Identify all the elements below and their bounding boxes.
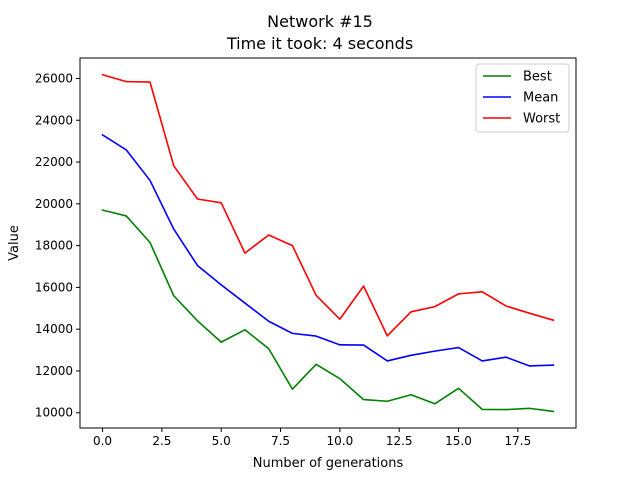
series-line-best [101, 209, 555, 413]
y-tick-label: 24000 [35, 113, 73, 127]
series-line-worst [101, 73, 555, 337]
x-tick-label: 7.5 [271, 434, 290, 448]
y-tick-label: 16000 [35, 280, 73, 294]
legend-label-worst: Worst [523, 112, 560, 127]
plot-frame [79, 57, 577, 429]
y-tick-label: 14000 [35, 322, 73, 336]
series-line-mean [101, 133, 555, 367]
y-tick-label: 18000 [35, 239, 73, 253]
y-tick-label: 10000 [35, 406, 73, 420]
x-tick-label: 17.5 [504, 434, 531, 448]
x-tick-label: 15.0 [445, 434, 472, 448]
series-lines [101, 73, 555, 413]
y-tick-label: 12000 [35, 364, 73, 378]
y-tick-label: 26000 [35, 71, 73, 85]
x-axis-label: Number of generations [253, 456, 404, 471]
y-tick-label: 20000 [35, 197, 73, 211]
chart-title: Network #15 [267, 12, 373, 31]
x-tick-label: 10.0 [327, 434, 354, 448]
chart-subtitle: Time it took: 4 seconds [226, 34, 413, 53]
x-tick-label: 12.5 [386, 434, 413, 448]
legend: Best Mean Worst [475, 63, 570, 133]
x-tick-label: 2.5 [152, 434, 171, 448]
x-tick-label: 5.0 [212, 434, 231, 448]
x-tick-label: 0.0 [93, 434, 112, 448]
x-axis-ticks: 0.0 2.5 5.0 7.5 10.0 12.5 15.0 17.5 [93, 428, 531, 448]
legend-box [475, 63, 570, 133]
legend-label-mean: Mean [523, 91, 558, 106]
y-axis-ticks: 10000 12000 14000 16000 18000 20000 22000 24000… [35, 71, 80, 420]
y-tick-label: 22000 [35, 155, 73, 169]
legend-label-best: Best [523, 70, 552, 85]
y-axis-label: Value [7, 225, 22, 261]
